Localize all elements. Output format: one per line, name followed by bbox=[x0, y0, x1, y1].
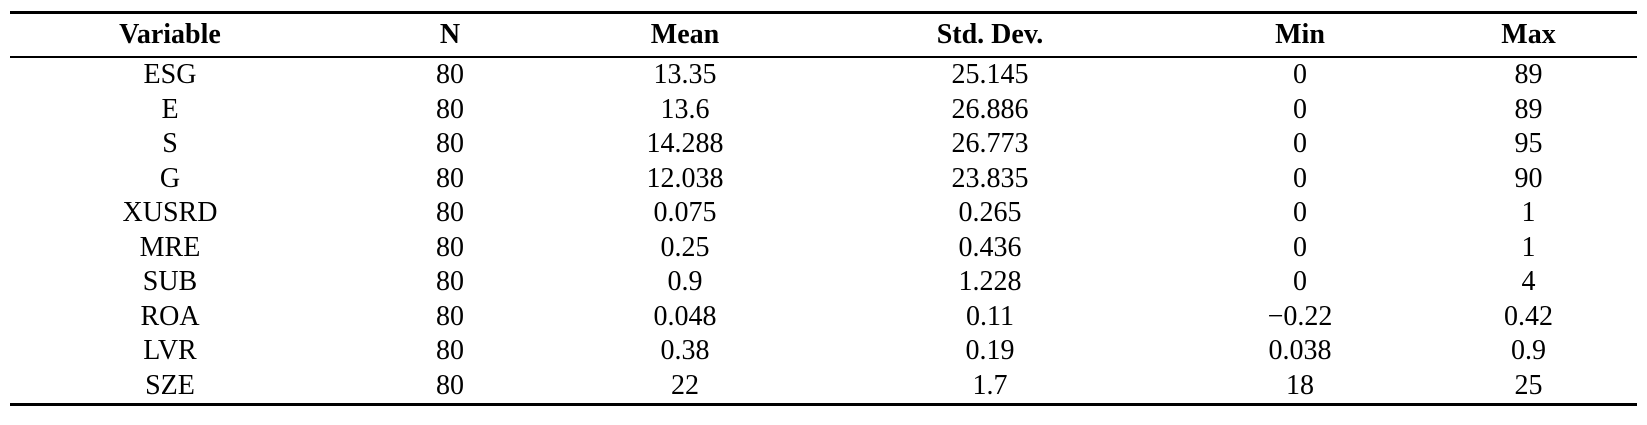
cell-mean: 22 bbox=[671, 369, 699, 401]
table-row: S 80 14.288 26.773 0 95 bbox=[10, 127, 1637, 162]
cell-std-dev: 0.19 bbox=[965, 335, 1015, 367]
cell-mean: 0.38 bbox=[660, 335, 710, 367]
cell-mean: 12.038 bbox=[646, 162, 724, 194]
cell-variable: E bbox=[161, 93, 179, 125]
cell-max: 95 bbox=[1514, 128, 1543, 160]
cell-max: 25 bbox=[1514, 369, 1543, 401]
cell-n: 80 bbox=[436, 266, 464, 298]
cell-min: 0 bbox=[1293, 162, 1307, 194]
cell-n: 80 bbox=[436, 231, 464, 263]
cell-variable: SZE bbox=[145, 369, 195, 401]
header-variable: Variable bbox=[119, 19, 221, 50]
cell-mean: 0.9 bbox=[667, 266, 703, 298]
table-row: SZE 80 22 1.7 18 25 bbox=[10, 369, 1637, 405]
cell-max: 89 bbox=[1514, 93, 1543, 125]
table-body: ESG 80 13.35 25.145 0 89 E 80 13.6 26.88… bbox=[10, 57, 1637, 405]
cell-max: 89 bbox=[1514, 59, 1543, 91]
cell-variable: XUSRD bbox=[122, 197, 218, 229]
cell-std-dev: 0.11 bbox=[966, 300, 1014, 332]
cell-std-dev: 1.7 bbox=[972, 369, 1008, 401]
cell-std-dev: 26.886 bbox=[951, 93, 1029, 125]
cell-variable: LVR bbox=[143, 335, 197, 367]
header-n: N bbox=[439, 19, 461, 50]
cell-max: 1 bbox=[1521, 231, 1536, 263]
cell-std-dev: 0.436 bbox=[958, 231, 1022, 263]
cell-min: 0 bbox=[1293, 93, 1307, 125]
cell-mean: 0.075 bbox=[653, 197, 717, 229]
cell-std-dev: 25.145 bbox=[951, 59, 1029, 91]
table-row: ROA 80 0.048 0.11 −0.22 0.42 bbox=[10, 300, 1637, 335]
cell-min: 0 bbox=[1293, 266, 1307, 298]
cell-n: 80 bbox=[436, 197, 464, 229]
cell-min: 18 bbox=[1286, 369, 1314, 401]
table-row: ESG 80 13.35 25.145 0 89 bbox=[10, 57, 1637, 93]
cell-mean: 0.25 bbox=[660, 231, 710, 263]
table-row: MRE 80 0.25 0.436 0 1 bbox=[10, 231, 1637, 266]
table-header: Variable N Mean Std. Dev. Min Max bbox=[10, 12, 1637, 57]
cell-n: 80 bbox=[436, 128, 464, 160]
cell-mean: 14.288 bbox=[646, 128, 724, 160]
cell-min: 0.038 bbox=[1268, 335, 1332, 367]
cell-n: 80 bbox=[436, 300, 464, 332]
table-row: SUB 80 0.9 1.228 0 4 bbox=[10, 265, 1637, 300]
cell-max: 0.42 bbox=[1504, 300, 1553, 332]
cell-variable: SUB bbox=[142, 266, 198, 298]
cell-max: 90 bbox=[1514, 162, 1543, 194]
cell-min: −0.22 bbox=[1267, 300, 1333, 332]
cell-std-dev: 0.265 bbox=[958, 197, 1022, 229]
cell-max: 0.9 bbox=[1511, 335, 1546, 367]
cell-n: 80 bbox=[436, 335, 464, 367]
cell-min: 0 bbox=[1293, 59, 1307, 91]
cell-std-dev: 23.835 bbox=[951, 162, 1029, 194]
cell-variable: ESG bbox=[143, 59, 197, 91]
table-row: E 80 13.6 26.886 0 89 bbox=[10, 93, 1637, 128]
cell-min: 0 bbox=[1293, 197, 1307, 229]
cell-min: 0 bbox=[1293, 128, 1307, 160]
cell-mean: 13.35 bbox=[653, 59, 717, 91]
descriptive-statistics-table: Variable N Mean Std. Dev. Min Max ESG 80… bbox=[10, 11, 1637, 406]
header-row: Variable N Mean Std. Dev. Min Max bbox=[10, 12, 1637, 57]
table-row: XUSRD 80 0.075 0.265 0 1 bbox=[10, 196, 1637, 231]
cell-variable: MRE bbox=[139, 231, 201, 263]
table-row: LVR 80 0.38 0.19 0.038 0.9 bbox=[10, 334, 1637, 369]
cell-n: 80 bbox=[436, 59, 464, 91]
cell-std-dev: 1.228 bbox=[958, 266, 1022, 298]
cell-variable: G bbox=[159, 162, 181, 194]
cell-n: 80 bbox=[436, 162, 464, 194]
cell-n: 80 bbox=[436, 93, 464, 125]
table-row: G 80 12.038 23.835 0 90 bbox=[10, 162, 1637, 197]
header-std-dev: Std. Dev. bbox=[936, 19, 1044, 50]
descriptive-statistics-table-container: Variable N Mean Std. Dev. Min Max ESG 80… bbox=[10, 11, 1637, 406]
cell-variable: ROA bbox=[140, 300, 200, 332]
cell-max: 4 bbox=[1521, 266, 1536, 298]
cell-n: 80 bbox=[436, 369, 464, 401]
cell-max: 1 bbox=[1521, 197, 1536, 229]
cell-min: 0 bbox=[1293, 231, 1307, 263]
cell-variable: S bbox=[162, 128, 178, 160]
header-max: Max bbox=[1501, 19, 1556, 50]
header-mean: Mean bbox=[650, 19, 720, 50]
cell-mean: 0.048 bbox=[653, 300, 717, 332]
cell-mean: 13.6 bbox=[660, 93, 710, 125]
header-min: Min bbox=[1275, 19, 1325, 50]
cell-std-dev: 26.773 bbox=[951, 128, 1029, 160]
